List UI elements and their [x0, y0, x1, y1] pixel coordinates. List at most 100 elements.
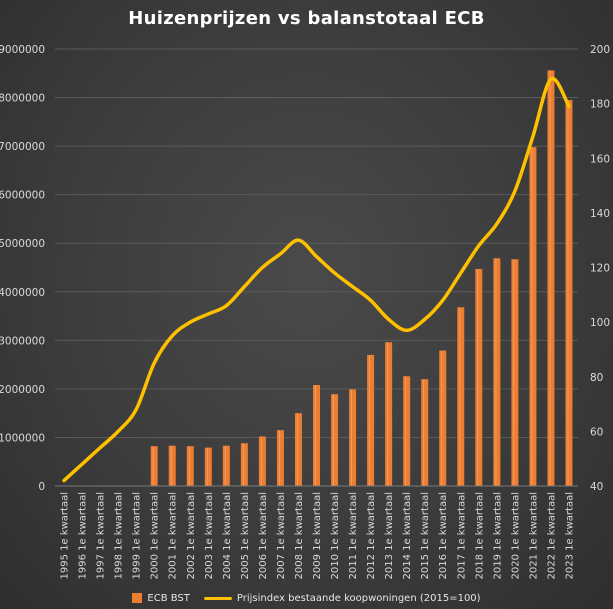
- bar-highlight: [423, 379, 425, 486]
- bar-highlight: [242, 443, 244, 486]
- x-tick-label: 2018 1e kwartaal: [474, 492, 485, 580]
- line-path: [62, 76, 571, 483]
- bar: [222, 445, 230, 486]
- x-tick-label: 2016 1e kwartaal: [438, 492, 449, 580]
- bar-highlight: [315, 385, 316, 486]
- y-right-tick-label: 140: [590, 208, 610, 220]
- x-tick-label: 1997 1e kwartaal: [96, 492, 107, 580]
- x-tick-label: 2013 1e kwartaal: [384, 492, 395, 580]
- x-tick-label: 1996 1e kwartaal: [78, 492, 89, 580]
- x-tick-label: 2004 1e kwartaal: [222, 492, 233, 580]
- bar: [439, 350, 447, 486]
- y-left-tick-label: 9000000: [0, 44, 45, 56]
- y-left-tick-label: 4000000: [0, 287, 45, 299]
- y-right-tick-label: 120: [590, 263, 610, 275]
- bar-highlight: [170, 445, 172, 486]
- legend-swatch-line: [203, 596, 232, 600]
- x-axis: 1995 1e kwartaal 1996 1e kwartaal 1997 1e …: [55, 485, 578, 580]
- x-tick-label: 2014 1e kwartaal: [402, 492, 413, 580]
- y-right-tick-label: 100: [590, 317, 610, 329]
- x-tick-label: 2009 1e kwartaal: [312, 492, 323, 580]
- legend-label-prijsindex: Prijsindex bestaande koopwoningen (2015=…: [236, 592, 481, 604]
- x-tick-label: 2020 1e kwartaal: [510, 492, 521, 580]
- bar: [168, 445, 176, 486]
- x-tick-label: 2021 1e kwartaal: [528, 492, 539, 580]
- bar: [150, 446, 158, 486]
- x-tick-label: 2005 1e kwartaal: [240, 492, 251, 580]
- x-tick-label: 1998 1e kwartaal: [114, 492, 125, 580]
- bar-highlight: [260, 436, 262, 486]
- bar-highlight: [387, 342, 389, 486]
- x-tick-label: 2015 1e kwartaal: [420, 492, 431, 580]
- bar-highlight: [531, 147, 533, 487]
- legend-item-prijsindex: Prijsindex bestaande koopwoningen (2015=…: [203, 592, 481, 604]
- bar-highlight: [351, 389, 353, 486]
- x-tick-label: 2019 1e kwartaal: [492, 492, 503, 579]
- legend-swatch-bar: [132, 593, 143, 603]
- bar: [204, 447, 212, 486]
- bar-highlight: [477, 268, 479, 486]
- bar: [367, 354, 375, 486]
- y-right-tick-label: 200: [590, 44, 610, 56]
- y-axis-right: 40 60 80 100 120 140 160 180 200: [590, 44, 610, 493]
- bar-highlight: [441, 350, 443, 486]
- bar-highlight: [296, 413, 298, 486]
- x-tick-label: 2003 1e kwartaal: [204, 492, 215, 580]
- x-tick-label: 1995 1e kwartaal: [60, 492, 71, 580]
- x-tick-label: 2002 1e kwartaal: [186, 492, 197, 580]
- y-left-tick-label: 0: [38, 481, 45, 493]
- x-tick-label: 2012 1e kwartaal: [366, 492, 377, 580]
- bar-highlight: [567, 99, 569, 486]
- x-tick-label: 2008 1e kwartaal: [294, 492, 305, 580]
- bar: [258, 436, 266, 486]
- bar: [457, 307, 465, 486]
- bar: [276, 430, 284, 486]
- legend-item-ecb-bst: ECB BST: [132, 593, 190, 604]
- y-left-tick-label: 2000000: [0, 384, 45, 396]
- bar-highlight: [495, 258, 497, 486]
- y-right-tick-label: 80: [590, 372, 603, 384]
- x-tick-label: 2001 1e kwartaal: [168, 492, 179, 580]
- bar: [186, 446, 194, 486]
- bar: [547, 70, 555, 486]
- y-left-tick-label: 1000000: [0, 432, 45, 444]
- line-series-prijsindex: [62, 76, 571, 483]
- bar: [529, 147, 537, 487]
- y-right-tick-label: 40: [590, 481, 603, 493]
- bar-highlight: [513, 259, 515, 486]
- x-tick-label: 2006 1e kwartaal: [258, 492, 269, 580]
- y-left-tick-label: 6000000: [0, 190, 45, 202]
- chart-title: Huizenprijzen vs balanstotaal ECB: [128, 8, 485, 29]
- y-left-tick-label: 3000000: [0, 335, 45, 347]
- bar: [331, 394, 339, 486]
- y-right-tick-label: 60: [590, 426, 603, 438]
- x-tick-label: 1999 1e kwartaal: [132, 492, 143, 580]
- y-axis-left: 0 1000000 2000000 3000000 4000000 5000000 6000…: [0, 44, 45, 493]
- bar-highlight: [333, 394, 335, 486]
- y-left-tick-label: 5000000: [0, 238, 45, 250]
- x-tick-label: 2000 1e kwartaal: [150, 492, 161, 580]
- bar-highlight: [459, 307, 461, 486]
- legend: ECB BST Prijsindex bestaande koopwoninge…: [0, 590, 613, 606]
- bar-highlight: [206, 447, 208, 486]
- bar: [294, 413, 302, 486]
- bar-highlight: [152, 446, 154, 486]
- bar-series-ecb-bst: [150, 70, 573, 487]
- bar: [511, 259, 519, 486]
- bar: [493, 258, 501, 486]
- x-tick-label: 2010 1e kwartaal: [330, 492, 341, 580]
- y-right-tick-label: 160: [590, 153, 610, 165]
- bar: [421, 379, 429, 486]
- bar: [240, 443, 248, 486]
- y-left-tick-label: 7000000: [0, 141, 45, 153]
- bar-highlight: [549, 70, 551, 486]
- bar-highlight: [278, 430, 280, 486]
- bar: [313, 385, 320, 486]
- bar: [565, 99, 573, 486]
- bar: [475, 268, 483, 486]
- x-tick-label: 2007 1e kwartaal: [276, 492, 287, 580]
- bar-highlight: [188, 446, 190, 486]
- y-left-tick-label: 8000000: [0, 93, 45, 105]
- x-tick-label: 2022 1e kwartaal: [546, 492, 557, 580]
